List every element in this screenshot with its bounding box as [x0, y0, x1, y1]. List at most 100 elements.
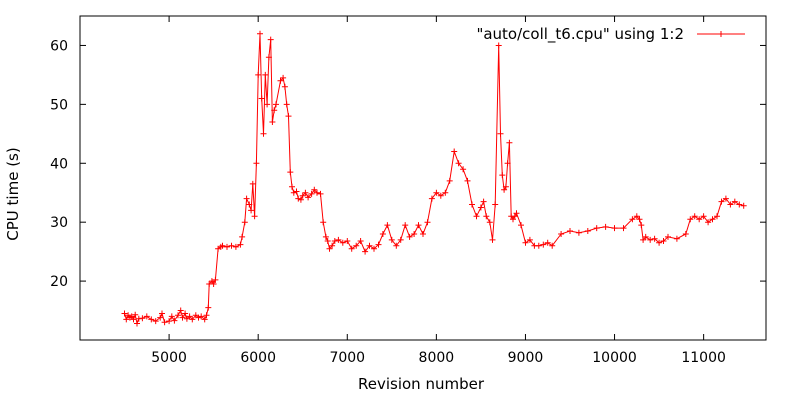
plot-border [79, 15, 767, 341]
data-point [271, 107, 278, 114]
data-point [277, 77, 284, 84]
data-point [322, 233, 329, 240]
x-tick-label: 9000 [508, 350, 544, 366]
data-point [280, 74, 287, 81]
data-point [540, 241, 547, 248]
data-point [339, 239, 346, 246]
data-point [314, 189, 320, 196]
data-point [201, 316, 208, 323]
data-point [148, 316, 155, 323]
data-point [415, 222, 422, 229]
data-point [714, 213, 720, 220]
data-point [660, 238, 667, 244]
data-point [308, 190, 315, 197]
data-point [357, 238, 364, 244]
y-tick-label: 50 [50, 97, 68, 113]
data-point [189, 316, 196, 323]
data-point [219, 242, 226, 249]
data-point [727, 201, 734, 208]
data-point [302, 189, 309, 196]
data-point [393, 242, 400, 249]
data-point [709, 216, 716, 223]
data-point [297, 196, 304, 203]
series-layer [121, 30, 747, 327]
data-point [305, 194, 312, 201]
data-point [326, 245, 333, 252]
data-point [285, 113, 292, 120]
data-point [232, 243, 239, 250]
data-point [489, 236, 496, 243]
data-point [171, 317, 178, 324]
data-point [522, 239, 529, 246]
data-point [602, 223, 609, 230]
data-point [317, 190, 324, 197]
data-point [175, 312, 181, 319]
data-point [152, 318, 159, 325]
data-point [262, 71, 269, 78]
data-point [642, 233, 649, 240]
x-tick-label: 5000 [151, 350, 187, 366]
data-point [289, 183, 295, 190]
data-point [424, 219, 431, 226]
data-point [731, 198, 738, 205]
data-point [722, 195, 729, 202]
x-axis-title: Revision number [358, 375, 485, 393]
data-point [177, 307, 184, 314]
data-point [682, 231, 689, 237]
data-point [640, 236, 647, 243]
data-point [299, 192, 306, 199]
y-tick-label: 60 [50, 38, 68, 54]
data-point [186, 313, 193, 320]
data-point [384, 222, 391, 229]
data-point [656, 239, 663, 246]
data-point [295, 195, 302, 202]
data-point [241, 219, 248, 226]
data-point [143, 313, 150, 320]
data-point [258, 95, 265, 102]
data-point [549, 242, 556, 249]
data-point [651, 235, 658, 242]
data-point [331, 238, 338, 244]
data-point [166, 318, 173, 325]
data-point [483, 213, 490, 220]
data-point [687, 216, 694, 223]
data-point [161, 319, 168, 326]
data-point [544, 239, 551, 246]
data-point [228, 242, 235, 249]
data-point [633, 213, 640, 220]
data-point [696, 216, 703, 223]
data-point [281, 83, 288, 90]
data-point [212, 276, 219, 283]
data-point [526, 236, 533, 243]
data-point [567, 228, 573, 234]
data-point [691, 213, 698, 220]
data-point [121, 310, 128, 317]
data-point [290, 189, 297, 196]
data-point [397, 236, 404, 243]
data-point [420, 231, 426, 237]
data-point [283, 101, 290, 108]
data-point [406, 233, 413, 240]
x-tick-label: 8000 [419, 350, 455, 366]
data-point [195, 314, 202, 321]
legend-label: "auto/coll_t6.cpu" using 1:2 [476, 25, 684, 44]
data-point [446, 177, 453, 184]
data-point [344, 238, 351, 244]
data-point [157, 314, 164, 321]
data-point [700, 213, 707, 220]
data-point [287, 169, 294, 176]
data-point [495, 42, 502, 49]
y-axis-title: CPU time (s) [4, 147, 22, 240]
data-point [636, 216, 643, 223]
data-point [237, 241, 244, 248]
data-point [705, 219, 712, 226]
data-point [203, 312, 210, 319]
data-point [353, 242, 360, 249]
data-point [210, 281, 217, 287]
data-point [437, 192, 444, 199]
data-point [246, 201, 253, 208]
data-point [168, 313, 175, 320]
data-point [499, 172, 506, 179]
data-point [362, 248, 369, 255]
